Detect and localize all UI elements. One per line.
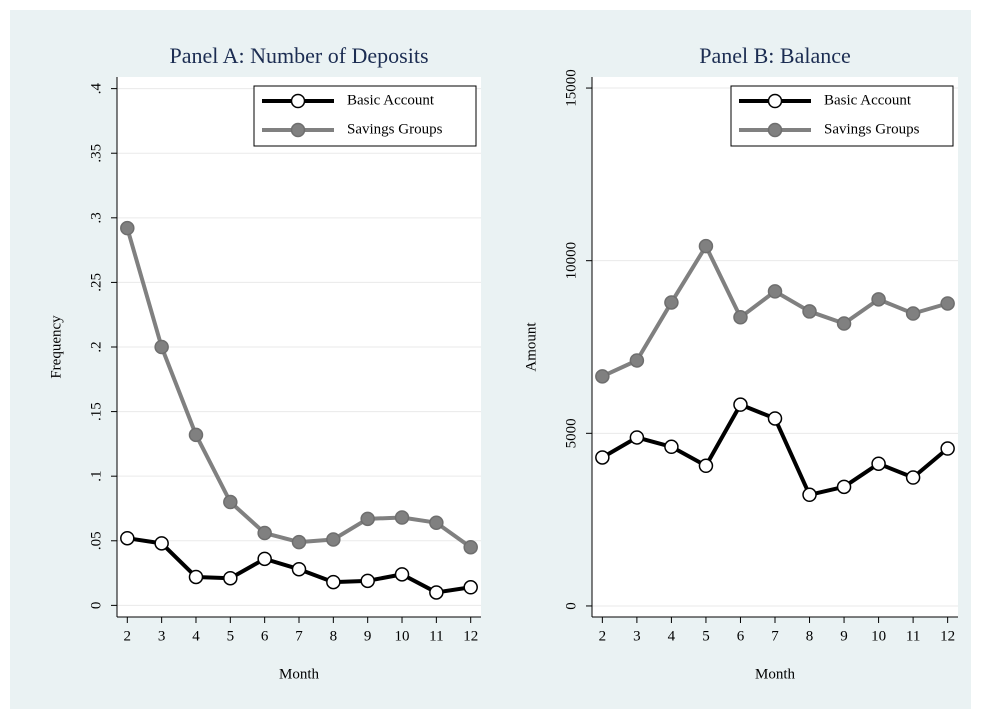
x-tick-label: 10 bbox=[395, 628, 410, 644]
x-tick-label: 11 bbox=[906, 628, 920, 644]
series-marker bbox=[154, 536, 169, 551]
legend-label: Savings Groups bbox=[347, 121, 443, 137]
x-tick-label: 2 bbox=[599, 628, 607, 644]
y-tick-label: 5000 bbox=[563, 418, 579, 448]
series-marker bbox=[802, 487, 817, 503]
x-tick-label: 9 bbox=[840, 628, 848, 644]
series-marker bbox=[595, 450, 610, 465]
series-marker bbox=[629, 430, 645, 445]
series-marker bbox=[394, 510, 410, 525]
x-axis-title: Month bbox=[279, 666, 320, 682]
x-tick-label: 7 bbox=[771, 628, 779, 644]
series-marker bbox=[291, 561, 307, 577]
chart-title: Panel B: Balance bbox=[699, 43, 851, 68]
legend-box bbox=[253, 85, 477, 147]
x-tick-label: 8 bbox=[806, 628, 814, 644]
series-marker bbox=[767, 284, 783, 299]
series-marker bbox=[940, 296, 955, 311]
series-marker bbox=[940, 441, 955, 456]
y-tick-label: .25 bbox=[88, 273, 104, 292]
series-marker bbox=[733, 310, 748, 325]
series-marker bbox=[905, 470, 921, 485]
x-tick-label: 12 bbox=[940, 628, 955, 644]
x-tick-label: 5 bbox=[227, 628, 235, 644]
series-marker bbox=[871, 292, 886, 307]
series-marker bbox=[871, 456, 886, 471]
series-marker bbox=[257, 525, 272, 541]
series-marker bbox=[326, 532, 341, 547]
x-tick-label: 4 bbox=[192, 628, 200, 644]
y-tick-label: .3 bbox=[88, 212, 104, 223]
series-marker bbox=[223, 570, 238, 586]
series-marker bbox=[698, 458, 714, 474]
y-tick-label: .1 bbox=[88, 471, 104, 482]
series-marker bbox=[360, 511, 375, 527]
y-tick-label: .15 bbox=[88, 402, 104, 421]
series-marker bbox=[905, 306, 921, 321]
x-tick-label: 9 bbox=[364, 628, 372, 644]
y-tick-label: .4 bbox=[88, 83, 104, 95]
series-marker bbox=[120, 530, 135, 546]
x-axis-title: Month bbox=[755, 666, 796, 682]
x-tick-label: 11 bbox=[429, 628, 443, 644]
series-marker bbox=[836, 479, 852, 495]
legend-label: Basic Account bbox=[347, 92, 435, 108]
x-tick-label: 4 bbox=[668, 628, 676, 644]
series-marker bbox=[429, 515, 444, 530]
series-marker bbox=[595, 369, 610, 384]
legend-label: Savings Groups bbox=[824, 121, 920, 137]
x-tick-label: 12 bbox=[463, 628, 478, 644]
series-marker bbox=[836, 316, 852, 331]
x-tick-label: 10 bbox=[871, 628, 886, 644]
series-marker bbox=[429, 585, 444, 600]
legend-marker bbox=[767, 122, 783, 138]
series-marker bbox=[394, 567, 410, 582]
legend-marker bbox=[290, 93, 306, 109]
series-marker bbox=[664, 439, 679, 455]
y-tick-label: .35 bbox=[88, 144, 104, 163]
x-tick-label: 5 bbox=[702, 628, 710, 644]
series-marker bbox=[698, 238, 714, 254]
series-marker bbox=[733, 397, 748, 412]
y-tick-label: .05 bbox=[88, 531, 104, 550]
legend-marker bbox=[290, 122, 306, 138]
legend-box bbox=[730, 85, 954, 147]
series-marker bbox=[360, 573, 375, 589]
series-marker bbox=[802, 304, 817, 319]
x-tick-label: 3 bbox=[158, 628, 166, 644]
x-tick-label: 3 bbox=[633, 628, 641, 644]
series-marker bbox=[223, 494, 238, 510]
y-tick-label: 0 bbox=[88, 602, 104, 610]
y-axis-title: Amount bbox=[523, 322, 539, 372]
series-marker bbox=[291, 534, 307, 550]
series-marker bbox=[257, 551, 272, 567]
x-tick-label: 6 bbox=[737, 628, 745, 644]
series-marker bbox=[629, 353, 645, 368]
series-marker bbox=[463, 580, 478, 595]
plot-area bbox=[592, 77, 958, 617]
x-tick-label: 6 bbox=[261, 628, 269, 644]
series-marker bbox=[120, 220, 135, 236]
series-marker bbox=[326, 574, 341, 590]
series-marker bbox=[188, 569, 204, 585]
series-marker bbox=[154, 339, 169, 355]
x-tick-label: 2 bbox=[124, 628, 132, 644]
series-marker bbox=[188, 427, 204, 443]
series-marker bbox=[664, 295, 679, 310]
y-tick-label: 15000 bbox=[563, 69, 579, 107]
series-marker bbox=[767, 411, 783, 426]
series-marker bbox=[463, 539, 478, 555]
legend-marker bbox=[767, 93, 783, 109]
y-tick-label: 0 bbox=[563, 602, 579, 610]
legend-label: Basic Account bbox=[824, 92, 912, 108]
x-tick-label: 8 bbox=[330, 628, 338, 644]
y-tick-label: 10000 bbox=[563, 242, 579, 280]
y-tick-label: .2 bbox=[88, 341, 104, 352]
x-tick-label: 7 bbox=[295, 628, 303, 644]
chart-title: Panel A: Number of Deposits bbox=[169, 43, 428, 68]
y-axis-title: Frequency bbox=[48, 315, 64, 379]
